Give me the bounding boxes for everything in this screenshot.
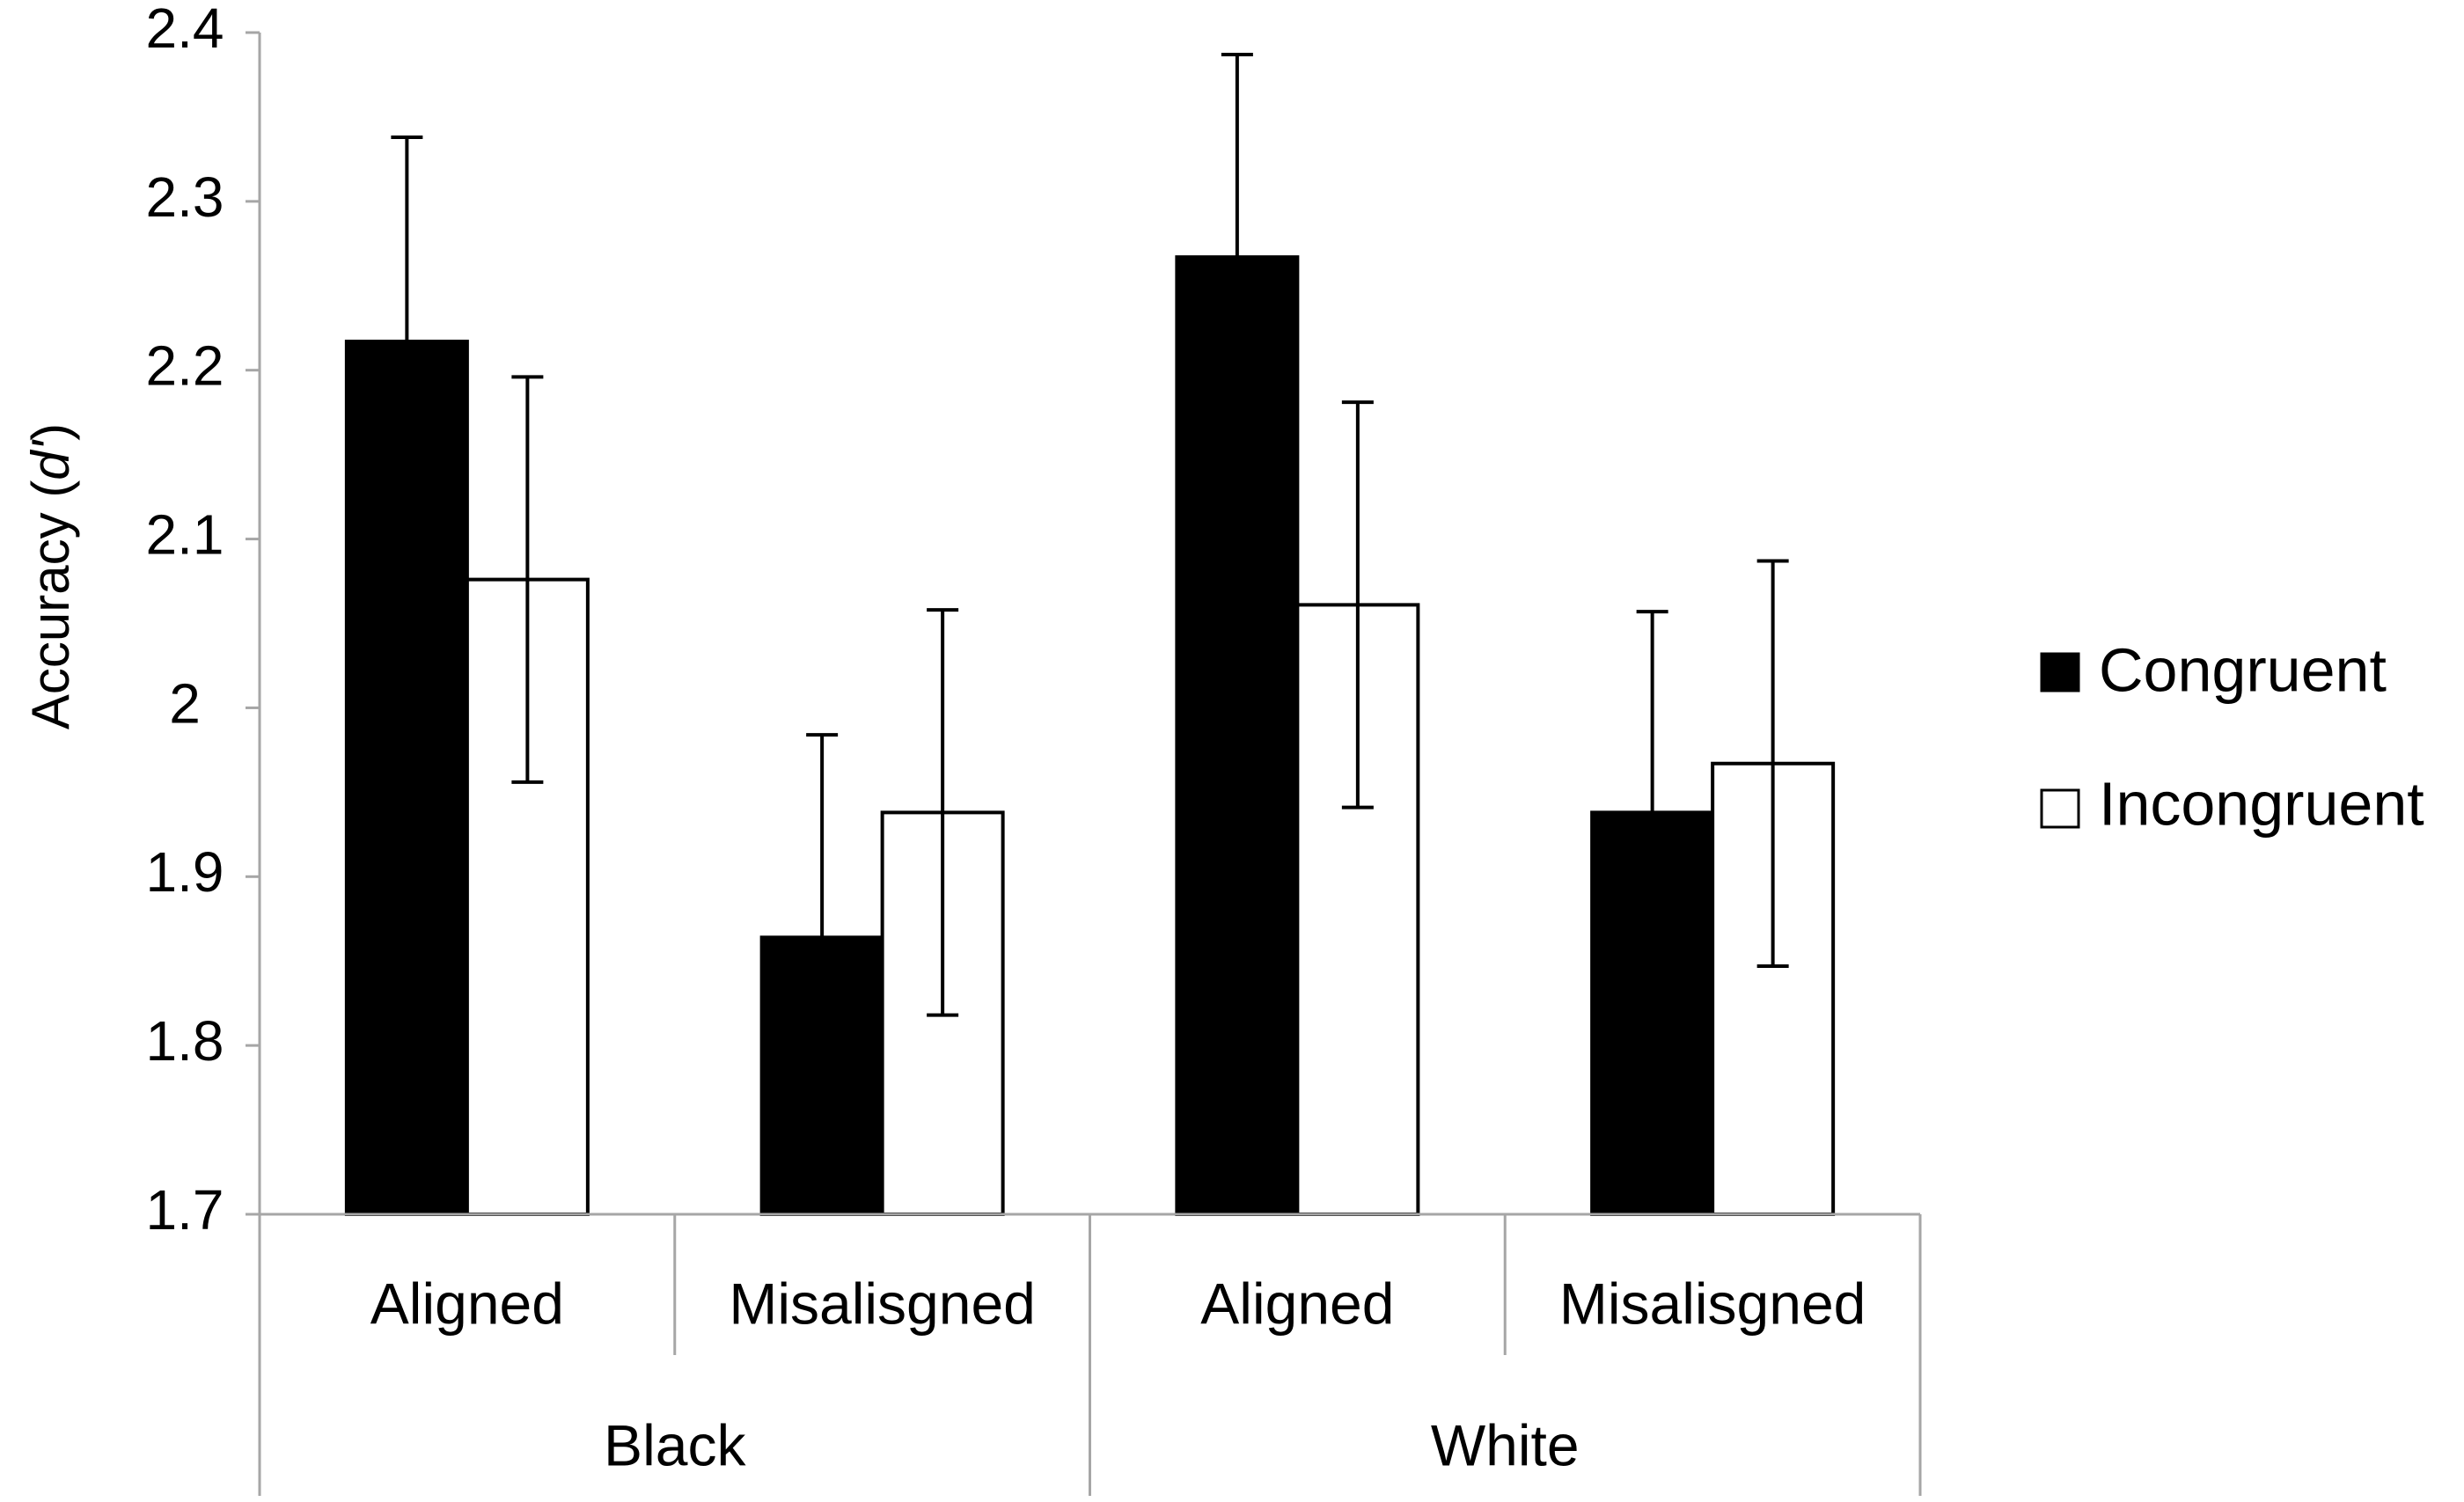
y-axis-label-italic: d' [21, 438, 80, 480]
group-label: Black [604, 1412, 746, 1477]
error-bar-congruent-aligned-0 [391, 135, 423, 548]
x-tick-label: Misalisgned [729, 1271, 1036, 1336]
x-tick-label: Aligned [370, 1271, 564, 1336]
legend-label-incongruent: Incongruent [2099, 769, 2424, 838]
y-tick-label: 2.4 [146, 0, 224, 60]
x-tick-labels: Aligned Misalisgned Aligned Misalisgned Blac… [370, 1271, 1866, 1477]
error-bar-incongruent-misalisgned-3 [1756, 559, 1789, 968]
error-bar-congruent-misalisgned-3 [1636, 610, 1668, 1015]
legend-label-congruent: Congruent [2099, 635, 2387, 704]
y-tick-labels: 1.7 1.8 1.9 2 2.1 2.2 2.3 2.4 [146, 0, 224, 1242]
error-bar-congruent-aligned-2 [1221, 52, 1253, 462]
group-label: White [1431, 1412, 1580, 1477]
y-axis-label: Accuracy (d') [21, 423, 80, 729]
error-bars-layer [391, 52, 1789, 1142]
error-bar-congruent-misalisgned-1 [806, 733, 839, 1142]
legend-item-congruent: Congruent [2040, 635, 2387, 704]
legend-item-incongruent: Incongruent [2040, 769, 2424, 838]
x-tick-label: Aligned [1200, 1271, 1394, 1336]
bars-layer [344, 255, 1836, 1216]
axes-layer [246, 31, 1922, 1496]
error-bar-incongruent-aligned-0 [511, 375, 544, 784]
legend-swatch-incongruent [2040, 788, 2080, 829]
legend: Congruent Incongruent [2040, 635, 2424, 838]
y-tick-label: 1.9 [146, 840, 224, 904]
legend-swatch-congruent [2040, 652, 2080, 692]
y-tick-label: 2 [169, 671, 201, 735]
y-tick-label: 2.3 [146, 165, 224, 229]
error-bar-incongruent-aligned-2 [1341, 400, 1374, 810]
error-bar-incongruent-misalisgned-1 [927, 608, 959, 1017]
y-tick-label: 1.7 [146, 1178, 224, 1242]
y-tick-label: 2.2 [146, 334, 224, 398]
x-tick-label: Misalisgned [1559, 1271, 1866, 1336]
y-tick-label: 1.8 [146, 1009, 224, 1073]
y-tick-label: 2.1 [146, 502, 224, 566]
